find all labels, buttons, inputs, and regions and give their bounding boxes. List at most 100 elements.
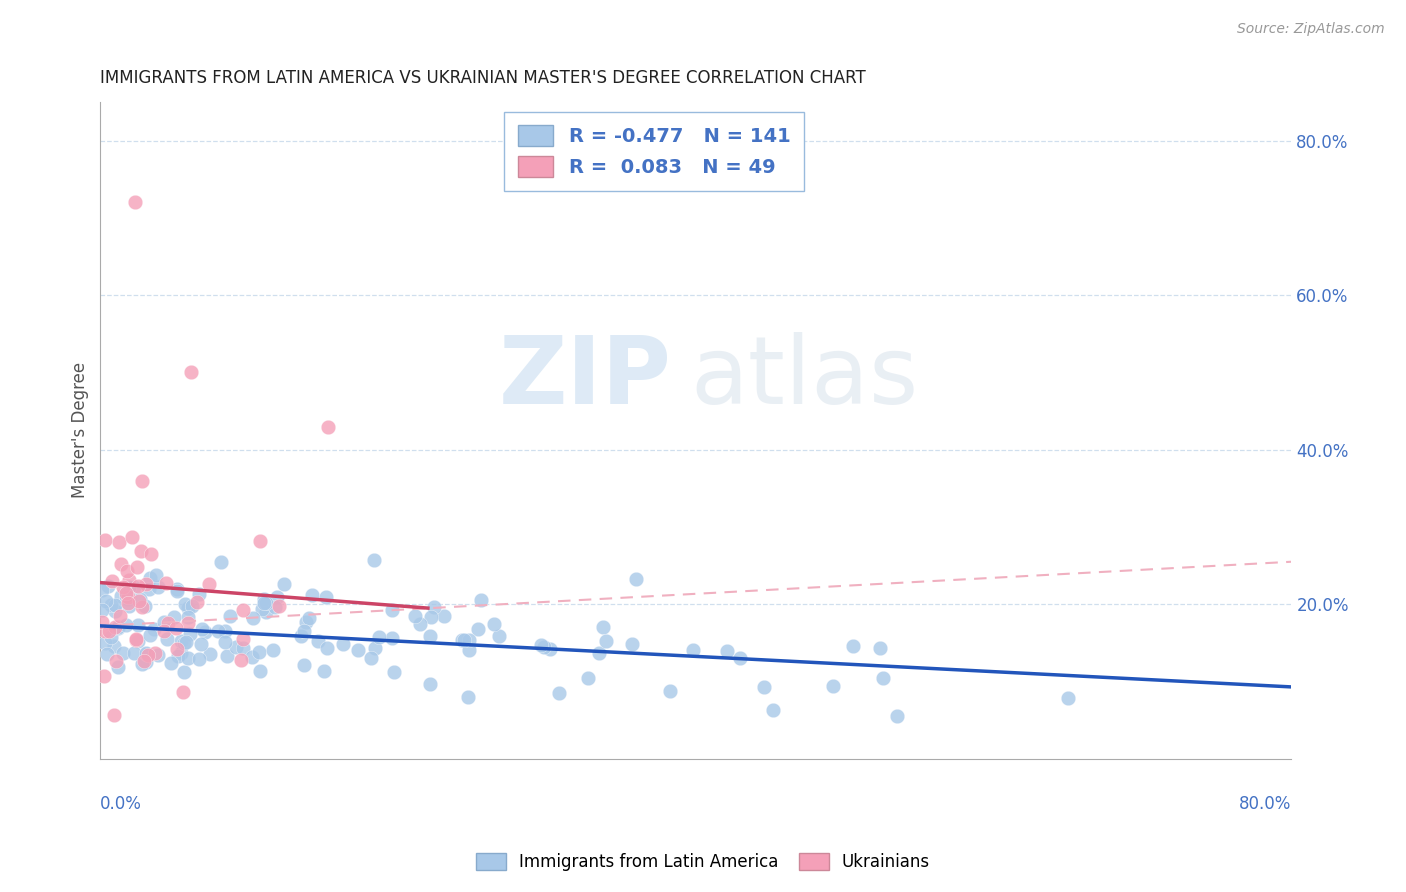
Point [118, 599, 141, 614]
Point [111, 580, 134, 594]
Point [179, 366, 201, 380]
Point [117, 590, 139, 604]
Point [381, 631, 404, 645]
Point [231, 653, 253, 667]
Point [174, 635, 197, 649]
Point [139, 571, 162, 585]
Y-axis label: Master's Degree: Master's Degree [72, 362, 89, 499]
Point [125, 632, 148, 647]
Point [754, 680, 776, 694]
Point [117, 596, 139, 610]
Point [547, 686, 569, 700]
Point [146, 648, 169, 662]
Point [254, 596, 277, 610]
Point [419, 677, 441, 691]
Point [214, 635, 236, 649]
Point [128, 591, 150, 606]
Point [264, 600, 287, 615]
Point [129, 544, 152, 558]
Text: IMMIGRANTS FROM LATIN AMERICA VS UKRAINIAN MASTER'S DEGREE CORRELATION CHART: IMMIGRANTS FROM LATIN AMERICA VS UKRAINI… [100, 69, 866, 87]
Point [121, 530, 143, 544]
Point [467, 623, 489, 637]
Point [134, 654, 156, 668]
Point [107, 621, 129, 635]
Text: ZIP: ZIP [499, 332, 672, 424]
Point [346, 642, 368, 657]
Point [90, 583, 112, 598]
Point [134, 599, 156, 613]
Point [143, 646, 166, 660]
Point [124, 195, 146, 210]
Point [294, 615, 316, 630]
Point [173, 636, 195, 650]
Point [188, 652, 211, 666]
Point [118, 590, 141, 604]
Point [104, 655, 127, 669]
Point [530, 638, 553, 652]
Point [215, 648, 238, 663]
Point [103, 639, 125, 653]
Point [125, 632, 148, 646]
Point [292, 658, 315, 673]
Point [458, 632, 481, 647]
Point [190, 637, 212, 651]
Point [173, 597, 195, 611]
Point [166, 648, 188, 663]
Point [886, 708, 908, 723]
Point [404, 609, 426, 624]
Point [139, 628, 162, 642]
Point [232, 632, 254, 647]
Point [173, 665, 195, 680]
Point [191, 622, 214, 636]
Point [96, 648, 118, 662]
Text: Source: ZipAtlas.com: Source: ZipAtlas.com [1237, 22, 1385, 37]
Text: 0.0%: 0.0% [100, 795, 142, 813]
Point [249, 533, 271, 548]
Point [145, 567, 167, 582]
Point [253, 597, 276, 611]
Text: atlas: atlas [690, 332, 918, 424]
Point [110, 589, 132, 603]
Point [247, 645, 270, 659]
Point [156, 632, 179, 646]
Point [762, 702, 785, 716]
Point [242, 650, 264, 665]
Point [153, 624, 176, 638]
Point [142, 622, 165, 636]
Point [364, 640, 387, 655]
Point [307, 634, 329, 648]
Point [100, 598, 122, 612]
Point [273, 576, 295, 591]
Point [166, 642, 188, 657]
Point [842, 640, 865, 654]
Point [457, 690, 479, 705]
Point [315, 590, 337, 604]
Point [127, 579, 149, 593]
Point [94, 624, 117, 639]
Point [419, 610, 441, 624]
Point [200, 647, 222, 661]
Point [187, 587, 209, 601]
Point [225, 640, 247, 655]
Point [138, 582, 160, 597]
Point [94, 533, 117, 548]
Point [117, 591, 139, 606]
Point [433, 609, 456, 624]
Point [314, 665, 336, 679]
Point [219, 609, 242, 624]
Point [869, 640, 891, 655]
Point [104, 598, 127, 612]
Point [422, 600, 444, 615]
Point [384, 665, 406, 680]
Point [250, 601, 273, 615]
Point [172, 685, 194, 699]
Point [115, 589, 138, 603]
Point [170, 646, 193, 660]
Point [163, 610, 186, 624]
Point [97, 579, 120, 593]
Point [728, 651, 751, 665]
Point [232, 641, 254, 656]
Point [157, 615, 180, 630]
Point [249, 665, 271, 679]
Point [90, 615, 112, 629]
